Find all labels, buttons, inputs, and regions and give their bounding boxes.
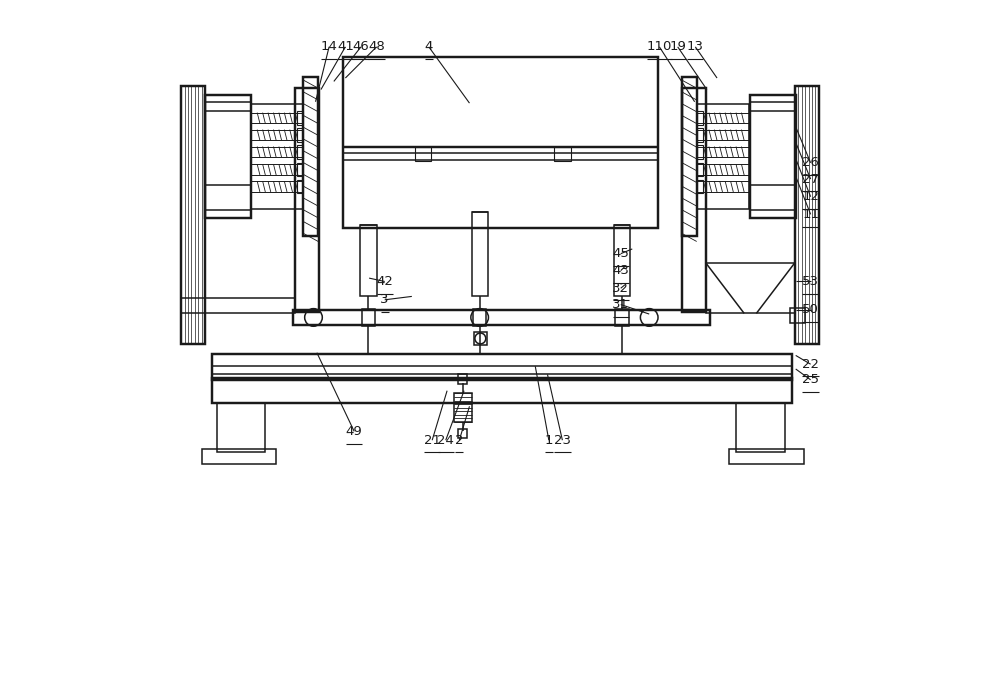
Bar: [697, 111, 703, 125]
Bar: [554, 147, 571, 161]
Bar: [697, 180, 703, 193]
Text: 46: 46: [353, 40, 369, 53]
Text: 45: 45: [612, 247, 629, 260]
Bar: [614, 225, 630, 296]
Bar: [181, 298, 295, 313]
Text: 31: 31: [612, 298, 629, 311]
Bar: [458, 428, 467, 438]
Text: 41: 41: [337, 40, 354, 53]
Bar: [212, 379, 792, 403]
Text: 25: 25: [802, 373, 819, 386]
Bar: [360, 225, 377, 296]
Bar: [750, 95, 796, 219]
Text: 19: 19: [669, 40, 686, 53]
Text: 27: 27: [802, 172, 819, 186]
Bar: [297, 180, 303, 193]
Bar: [790, 308, 805, 323]
Bar: [795, 86, 819, 344]
Text: 3: 3: [380, 294, 389, 306]
Text: 50: 50: [802, 304, 819, 317]
Bar: [458, 375, 467, 384]
Bar: [697, 181, 749, 192]
Bar: [697, 112, 749, 123]
Bar: [181, 86, 205, 344]
Bar: [297, 111, 303, 125]
Text: 32: 32: [612, 282, 629, 295]
Bar: [697, 163, 703, 176]
Text: 2: 2: [455, 434, 464, 447]
Bar: [293, 310, 710, 325]
Text: 48: 48: [368, 40, 385, 53]
Bar: [697, 104, 749, 209]
Bar: [251, 112, 303, 123]
Bar: [251, 129, 303, 140]
Bar: [251, 164, 303, 175]
Bar: [217, 403, 265, 452]
Text: 23: 23: [554, 434, 571, 447]
Bar: [473, 308, 486, 326]
Bar: [251, 146, 303, 157]
Text: 26: 26: [802, 157, 819, 170]
Bar: [697, 129, 749, 140]
Bar: [251, 181, 303, 192]
Bar: [205, 95, 251, 219]
Bar: [697, 145, 703, 159]
Text: 53: 53: [802, 275, 819, 288]
Bar: [362, 308, 375, 326]
Text: 49: 49: [346, 425, 363, 438]
Bar: [212, 354, 792, 380]
Bar: [697, 128, 703, 142]
Text: 110: 110: [647, 40, 672, 53]
Text: 14: 14: [321, 40, 338, 53]
Bar: [343, 57, 658, 228]
Bar: [697, 146, 749, 157]
Bar: [297, 163, 303, 176]
Bar: [474, 332, 487, 345]
Bar: [454, 394, 472, 422]
Bar: [472, 212, 488, 296]
Bar: [202, 449, 276, 464]
Bar: [297, 145, 303, 159]
Bar: [729, 449, 804, 464]
Text: 42: 42: [376, 275, 393, 288]
Text: 1: 1: [545, 434, 553, 447]
Bar: [697, 164, 749, 175]
Bar: [415, 147, 431, 161]
Bar: [736, 403, 785, 452]
Text: 12: 12: [802, 190, 819, 203]
Bar: [297, 128, 303, 142]
Bar: [303, 78, 318, 236]
Text: 11: 11: [802, 208, 819, 221]
Text: 4: 4: [425, 40, 433, 53]
Text: 43: 43: [612, 264, 629, 277]
Text: 21: 21: [424, 434, 441, 447]
Bar: [706, 262, 795, 313]
Text: 22: 22: [802, 358, 819, 370]
Text: 13: 13: [687, 40, 704, 53]
Bar: [682, 89, 706, 312]
Bar: [615, 308, 629, 326]
Bar: [251, 104, 303, 209]
Bar: [682, 78, 697, 236]
Bar: [295, 89, 319, 312]
Text: 24: 24: [437, 434, 454, 447]
